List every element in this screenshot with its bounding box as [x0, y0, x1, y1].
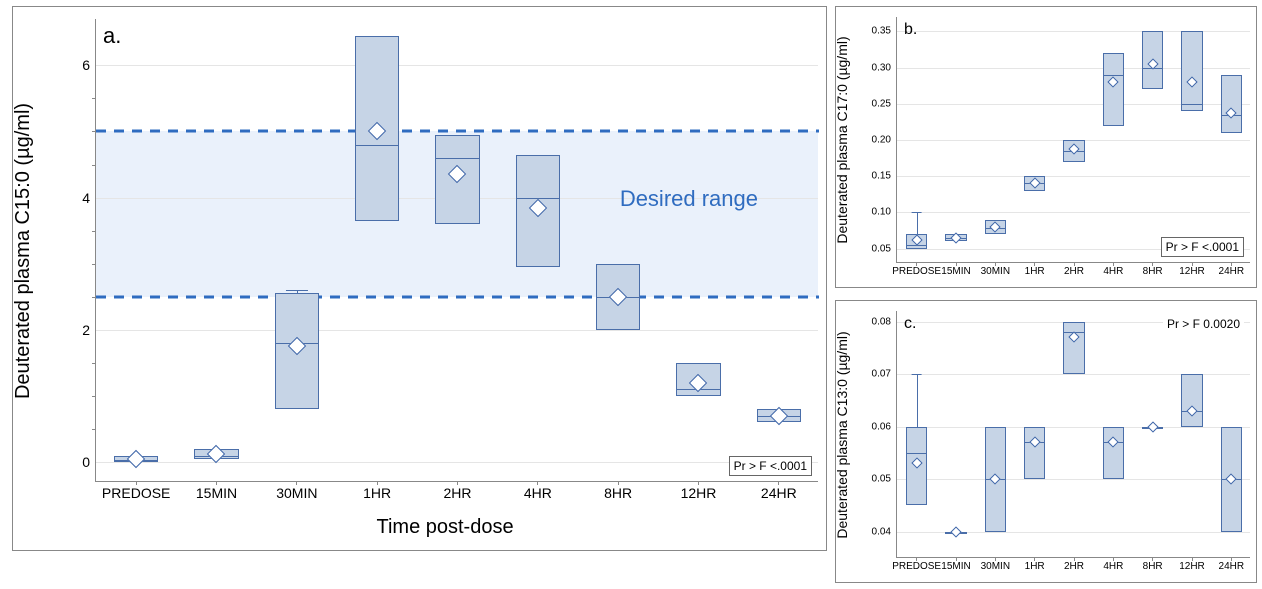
box — [1063, 17, 1085, 263]
box — [1024, 311, 1046, 558]
box — [1181, 311, 1203, 558]
box — [1142, 311, 1164, 558]
ytick-minor — [92, 98, 96, 99]
figure-root: 0246Desired rangePREDOSE15MIN30MIN1HR2HR… — [0, 0, 1262, 589]
box — [355, 19, 399, 482]
ytick-label: 6 — [82, 57, 96, 73]
box — [275, 19, 319, 482]
ytick-label: 0.20 — [872, 135, 897, 146]
y-axis-label: Deuterated plasma C15:0 (µg/ml) — [12, 102, 35, 398]
box — [1103, 17, 1125, 263]
ytick-label: 0.05 — [872, 243, 897, 254]
box — [757, 19, 801, 482]
panel-a: 0246Desired rangePREDOSE15MIN30MIN1HR2HR… — [12, 6, 827, 551]
ytick-label: 2 — [82, 322, 96, 338]
panel-letter: c. — [904, 315, 916, 333]
panel-c: 0.040.050.060.070.08PREDOSE15MIN30MIN1HR… — [835, 300, 1257, 583]
plot-area: 0246Desired rangePREDOSE15MIN30MIN1HR2HR… — [95, 19, 818, 482]
ytick-minor — [92, 363, 96, 364]
mean-diamond-icon — [950, 526, 961, 537]
stat-annotation: Pr > F <.0001 — [729, 456, 812, 476]
box — [1221, 311, 1243, 558]
box — [906, 17, 928, 263]
box — [1024, 17, 1046, 263]
ytick-label: 0.10 — [872, 207, 897, 218]
mean-diamond-icon — [127, 450, 145, 468]
plot-area: 0.050.100.150.200.250.300.35PREDOSE15MIN… — [896, 17, 1250, 263]
mean-diamond-icon — [1147, 421, 1158, 432]
ytick-label: 4 — [82, 190, 96, 206]
ytick-label: 0.30 — [872, 62, 897, 73]
panel-letter: a. — [103, 23, 121, 49]
box — [596, 19, 640, 482]
mean-diamond-icon — [207, 445, 225, 463]
box — [1103, 311, 1125, 558]
plot-area: 0.040.050.060.070.08PREDOSE15MIN30MIN1HR… — [896, 311, 1250, 558]
ytick-label: 0.06 — [872, 421, 897, 432]
ytick-label: 0.04 — [872, 526, 897, 537]
box — [945, 17, 967, 263]
box — [1221, 17, 1243, 263]
box — [1142, 17, 1164, 263]
box — [945, 311, 967, 558]
y-axis-label: Deuterated plasma C13:0 (µg/ml) — [834, 331, 850, 538]
box — [516, 19, 560, 482]
box — [985, 17, 1007, 263]
ytick-minor — [92, 396, 96, 397]
box — [676, 19, 720, 482]
ytick-label: 0.05 — [872, 474, 897, 485]
box — [114, 19, 158, 482]
panel-letter: b. — [904, 21, 917, 39]
box — [985, 311, 1007, 558]
ytick-label: 0.35 — [872, 26, 897, 37]
y-axis-label: Deuterated plasma C17:0 (µg/ml) — [834, 36, 850, 243]
ytick-label: 0.08 — [872, 316, 897, 327]
box — [1063, 311, 1085, 558]
ytick-label: 0.15 — [872, 171, 897, 182]
ytick-label: 0.07 — [872, 369, 897, 380]
box — [1181, 17, 1203, 263]
box — [906, 311, 928, 558]
stat-annotation: Pr > F <.0001 — [1161, 237, 1244, 257]
ytick-label: 0.25 — [872, 98, 897, 109]
ytick-minor — [92, 429, 96, 430]
box — [194, 19, 238, 482]
ytick-minor — [92, 231, 96, 232]
ytick-minor — [92, 165, 96, 166]
x-axis-label: Time post-dose — [377, 516, 514, 539]
stat-annotation: Pr > F 0.0020 — [1163, 315, 1244, 333]
ytick-label: 0 — [82, 454, 96, 470]
ytick-minor — [92, 264, 96, 265]
box — [435, 19, 479, 482]
panel-b: 0.050.100.150.200.250.300.35PREDOSE15MIN… — [835, 6, 1257, 288]
